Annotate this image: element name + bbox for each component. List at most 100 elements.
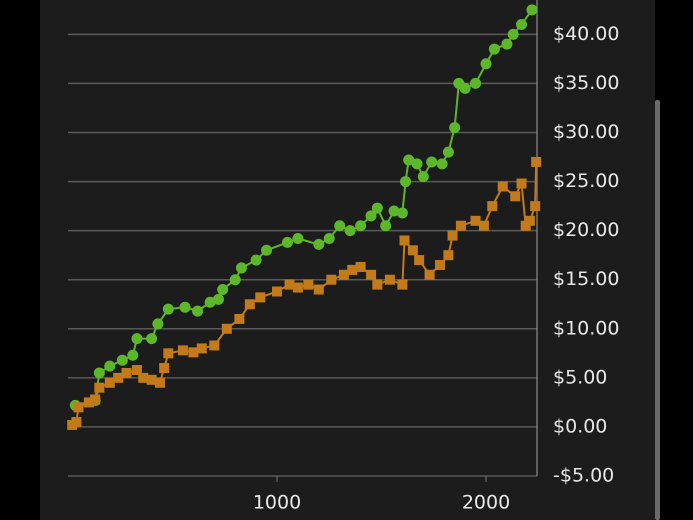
point (396, 207, 408, 219)
point (261, 244, 273, 256)
point (313, 284, 324, 295)
point (131, 365, 142, 376)
point (196, 343, 207, 354)
point (204, 296, 216, 308)
point (292, 282, 303, 293)
point (531, 156, 542, 167)
point (244, 299, 255, 310)
point (162, 303, 174, 315)
point (501, 38, 513, 50)
point (388, 205, 400, 217)
point (179, 301, 191, 313)
point (487, 201, 498, 212)
point (488, 43, 500, 55)
point (417, 171, 429, 183)
point (400, 176, 412, 188)
point (334, 220, 346, 232)
point (365, 210, 377, 222)
y-tick-label: $0.00 (553, 415, 607, 437)
point (407, 245, 418, 256)
point (338, 269, 349, 280)
point (384, 274, 395, 285)
point (154, 377, 165, 388)
point (121, 367, 132, 378)
point (303, 279, 314, 290)
point (344, 225, 356, 237)
point (372, 279, 383, 290)
point (235, 262, 247, 274)
point (470, 215, 481, 226)
point (113, 372, 124, 383)
point (497, 181, 508, 192)
y-tick-label: $15.00 (553, 268, 619, 290)
point (442, 146, 454, 158)
y-tick-label: $20.00 (553, 219, 619, 241)
point (459, 82, 471, 94)
point (397, 279, 408, 290)
point (146, 333, 158, 345)
point (347, 264, 358, 275)
point (403, 154, 415, 166)
point (255, 292, 266, 303)
point (480, 58, 492, 70)
point (524, 215, 535, 226)
point (516, 178, 527, 189)
point (209, 340, 220, 351)
point (470, 77, 482, 89)
y-tick-label: $5.00 (553, 366, 607, 388)
x-tick-label: 2000 (462, 492, 510, 514)
point (93, 367, 105, 379)
point (94, 382, 105, 393)
point (104, 360, 116, 372)
point (411, 158, 423, 170)
y-tick-label: $10.00 (553, 317, 619, 339)
chart-panel (40, 0, 655, 520)
point (284, 279, 295, 290)
point (131, 333, 143, 345)
point (221, 323, 232, 334)
y-tick-label: $30.00 (553, 121, 619, 143)
point (104, 377, 115, 388)
point (443, 250, 454, 261)
point (192, 305, 204, 317)
y-tick-label: $35.00 (553, 72, 619, 94)
point (292, 232, 304, 244)
point (449, 122, 461, 134)
point (188, 347, 199, 358)
point (478, 220, 489, 231)
point (212, 293, 224, 305)
point (530, 201, 541, 212)
point (177, 345, 188, 356)
y-tick-label: $40.00 (553, 23, 619, 45)
point (146, 374, 157, 385)
point (116, 354, 128, 366)
point (366, 269, 377, 280)
point (326, 274, 337, 285)
point (435, 259, 446, 270)
point (436, 158, 448, 170)
point (323, 232, 335, 244)
point (250, 254, 262, 266)
point (526, 4, 538, 16)
x-tick-label: 1000 (253, 492, 301, 514)
point (217, 284, 229, 296)
scrollbar[interactable] (655, 100, 660, 520)
point (455, 220, 466, 231)
point (281, 236, 293, 248)
point (229, 274, 241, 286)
point (313, 238, 325, 250)
point (371, 202, 383, 214)
point (447, 230, 458, 241)
point (380, 220, 392, 232)
point (71, 417, 82, 428)
point (399, 235, 410, 246)
point (507, 28, 519, 40)
point (414, 255, 425, 266)
point (424, 269, 435, 280)
y-tick-label: -$5.00 (553, 465, 614, 487)
point (73, 402, 84, 413)
point (90, 394, 101, 405)
y-tick-label: $25.00 (553, 170, 619, 192)
point (510, 191, 521, 202)
